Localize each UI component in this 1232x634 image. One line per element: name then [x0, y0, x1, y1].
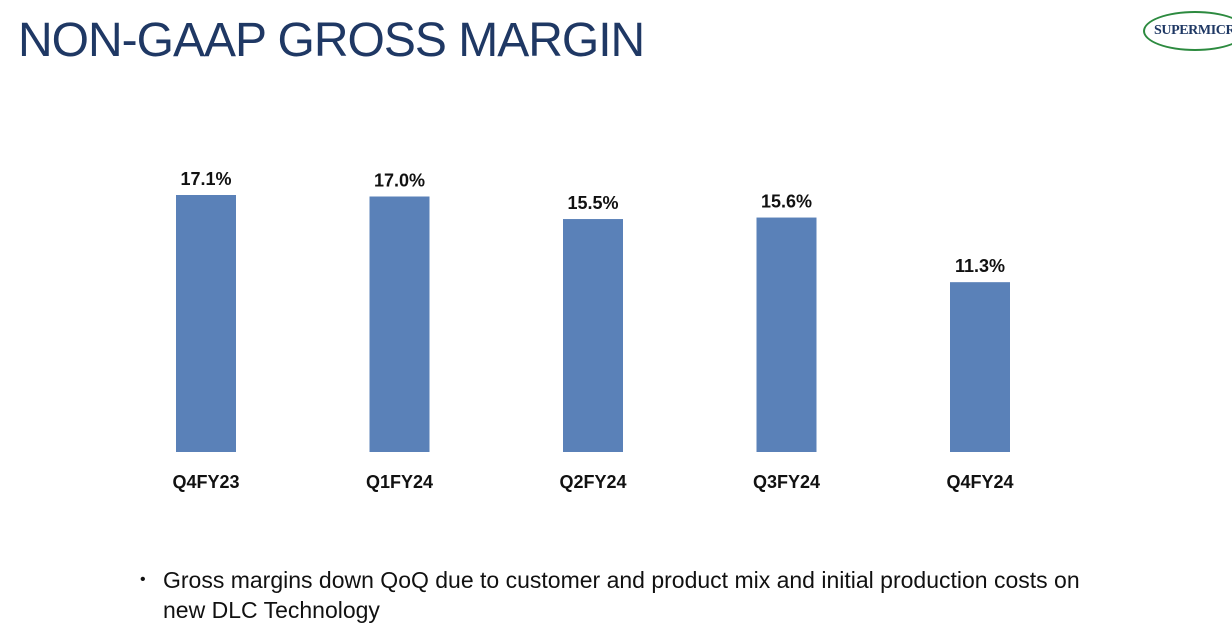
logo-text: SUPERMICR	[1154, 23, 1232, 38]
data-label-q4fy24: 11.3%	[955, 256, 1005, 276]
data-label-q3fy24: 15.6%	[761, 192, 812, 212]
bullet-text: Gross margins down QoQ due to customer a…	[163, 567, 1080, 623]
bar-q3fy24	[756, 217, 817, 452]
bar-q4fy23	[176, 195, 236, 452]
x-tick-label-q2fy24: Q2FY24	[559, 472, 626, 492]
bar-q2fy24	[563, 219, 623, 452]
x-tick-label-q4fy24: Q4FY24	[946, 472, 1013, 492]
x-tick-label-q3fy24: Q3FY24	[753, 472, 820, 492]
bullet-item: • Gross margins down QoQ due to customer…	[140, 565, 1100, 625]
x-tick-label-q4fy23: Q4FY23	[172, 472, 239, 492]
page-title: NON-GAAP GROSS MARGIN	[18, 14, 645, 67]
data-label-q1fy24: 17.0%	[374, 171, 425, 191]
bar-q4fy24	[950, 282, 1010, 452]
supermicro-logo: SUPERMICR	[1143, 11, 1232, 51]
bullet-marker: •	[140, 571, 146, 588]
bullet-list: • Gross margins down QoQ due to customer…	[140, 565, 1100, 625]
bar-q1fy24	[369, 196, 430, 452]
data-label-q4fy23: 17.1%	[180, 169, 231, 189]
data-label-q2fy24: 15.5%	[567, 193, 618, 213]
x-tick-label-q1fy24: Q1FY24	[366, 472, 433, 492]
